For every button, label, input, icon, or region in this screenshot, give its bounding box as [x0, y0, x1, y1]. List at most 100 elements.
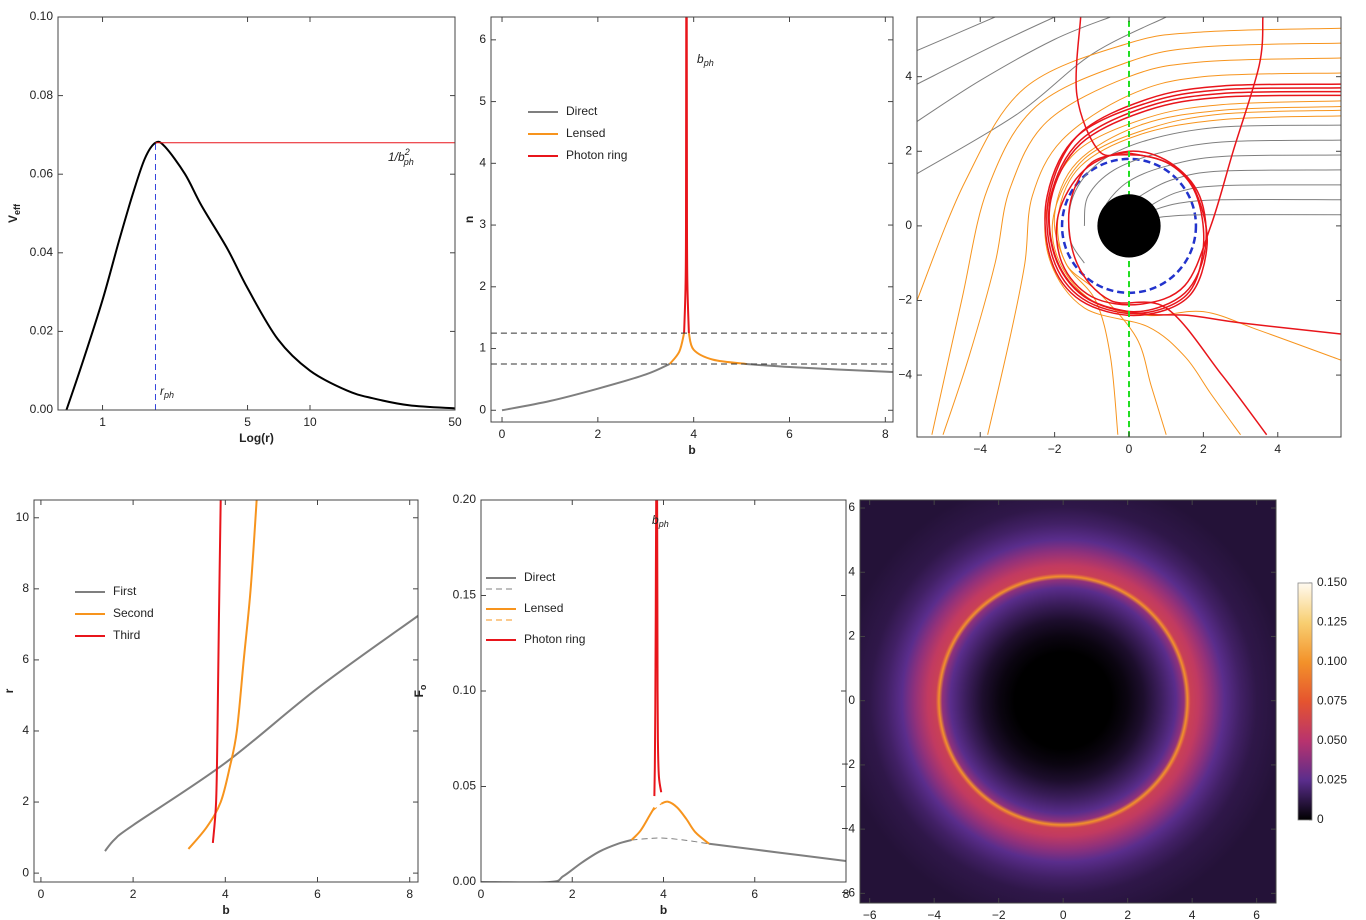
- panel: 0 2 4 6 8 0 1 2 3 4 5 6 Direct Lensed Photon ring: [479, 16, 894, 441]
- series-line: [683, 17, 690, 334]
- colorbar-label: 0.125: [1317, 615, 1347, 629]
- x-tick-label: −4: [973, 442, 987, 456]
- annotation: rph: [160, 384, 174, 400]
- x-tick-label: 4: [222, 887, 229, 901]
- colorbar-label: 0: [1317, 812, 1324, 826]
- legend-label: Direct: [566, 104, 598, 118]
- y-tick-label: 0.08: [30, 88, 54, 102]
- series-line: [987, 72, 1341, 435]
- black-hole: [1097, 194, 1161, 258]
- y-tick-label: 0: [848, 693, 855, 707]
- y-axis-label-main: V: [6, 215, 20, 223]
- y-tick-label: 0: [479, 402, 486, 416]
- series-line: [931, 42, 1341, 435]
- y-axis-label-main: F: [412, 690, 426, 697]
- colorbar-label: 0.100: [1317, 654, 1347, 668]
- frame: [480, 499, 847, 883]
- y-tick-label: 0.04: [30, 245, 54, 259]
- legend-label: Second: [113, 606, 154, 620]
- plot-area: [491, 17, 893, 412]
- series-line: [942, 57, 1341, 435]
- y-tick-label: 2: [22, 794, 29, 808]
- y-tick-label: 3: [479, 217, 486, 231]
- legend-label: First: [113, 584, 137, 598]
- x-tick-label: 4: [1189, 908, 1196, 920]
- y-axis-label: n: [462, 216, 476, 223]
- series-line: [917, 17, 996, 52]
- series-line: [917, 17, 1111, 122]
- x-tick-label: 2: [1124, 908, 1131, 920]
- legend-label: Lensed: [524, 601, 563, 615]
- panel: −4 −2 0 2 4 −4 −2 0 2 4: [898, 16, 1342, 456]
- series-line: [917, 17, 1167, 175]
- x-tick-label: 8: [843, 887, 850, 901]
- x-tick-label: 0: [1126, 442, 1133, 456]
- x-tick-label: 0: [478, 887, 485, 901]
- y-tick-label: 0.15: [453, 588, 477, 602]
- legend-label: Third: [113, 628, 140, 642]
- x-tick-label: 1: [99, 415, 106, 429]
- annotation-sub: ph: [163, 390, 174, 400]
- y-tick-label: 2: [905, 143, 912, 157]
- panel: 0 0.025 0.050 0.075 0.100 0.125 0.150 −6 −4 −2 0 2 4…: [841, 499, 1347, 920]
- y-tick-label: 0: [905, 218, 912, 232]
- series-line: [104, 615, 418, 852]
- series-line: [1051, 109, 1341, 361]
- annotation: bph: [697, 52, 714, 68]
- annotation-sub: ph: [403, 157, 414, 167]
- series-line: [1056, 115, 1341, 435]
- annotation-main: b: [697, 52, 704, 66]
- y-tick-label: 6: [479, 32, 486, 46]
- plot-area: [917, 17, 1341, 437]
- x-tick-label: −4: [927, 908, 941, 920]
- x-tick-label: 0: [1060, 908, 1067, 920]
- colorbar-label: 0.050: [1317, 733, 1347, 747]
- y-tick-label: 8: [22, 581, 29, 595]
- x-tick-label: 2: [1200, 442, 1207, 456]
- y-axis-label-sub: eff: [12, 203, 22, 215]
- x-tick-label: 6: [314, 887, 321, 901]
- series-line: [1046, 17, 1341, 315]
- y-tick-label: −2: [898, 293, 912, 307]
- colorbar-label: 0.075: [1317, 694, 1347, 708]
- x-tick-label: 2: [130, 887, 137, 901]
- y-tick-label: 0: [22, 865, 29, 879]
- y-tick-label: 0.20: [453, 492, 477, 506]
- annotation-sup: 2: [404, 147, 410, 157]
- series-line: [631, 837, 710, 845]
- y-axis-label: r: [2, 688, 16, 693]
- plot-area: [104, 500, 418, 852]
- series-line: [65, 140, 455, 410]
- frame: [33, 499, 419, 883]
- y-tick-label: 4: [905, 69, 912, 83]
- y-tick-label: 0.06: [30, 166, 54, 180]
- x-tick-label: 5: [244, 415, 251, 429]
- panel: 0 2 4 6 8 0 2 4 6 8 10 First Second Third: [16, 499, 419, 901]
- y-tick-label: 2: [848, 629, 855, 643]
- y-tick-label: −4: [898, 367, 912, 381]
- y-tick-label: 4: [22, 723, 29, 737]
- annotation-sub: ph: [658, 519, 669, 529]
- x-axis-label: Log(r): [239, 431, 274, 445]
- intensity-image: [860, 500, 1276, 903]
- series-line: [1053, 106, 1341, 435]
- y-axis-label-sub: o: [418, 684, 428, 690]
- x-tick-label: −2: [992, 908, 1006, 920]
- plot-area: [65, 140, 455, 410]
- y-tick-label: −4: [841, 821, 855, 835]
- x-tick-label: 2: [569, 887, 576, 901]
- panel: 1 5 10 50 0.00 0.02 0.04 0.06 0.08 0.10: [30, 9, 462, 429]
- series-line: [187, 500, 258, 850]
- x-tick-label: 6: [751, 887, 758, 901]
- y-tick-label: 0.05: [453, 779, 477, 793]
- frame: [490, 16, 894, 423]
- series-line: [668, 332, 747, 365]
- y-tick-label: 0.10: [453, 683, 477, 697]
- x-axis-label: b: [688, 443, 695, 457]
- x-tick-label: 6: [786, 427, 793, 441]
- series-line: [1044, 100, 1341, 436]
- y-tick-label: 0.00: [453, 874, 477, 888]
- frame: [859, 499, 1277, 904]
- y-tick-label: 2: [479, 279, 486, 293]
- annotation-main: 1/b: [388, 150, 405, 164]
